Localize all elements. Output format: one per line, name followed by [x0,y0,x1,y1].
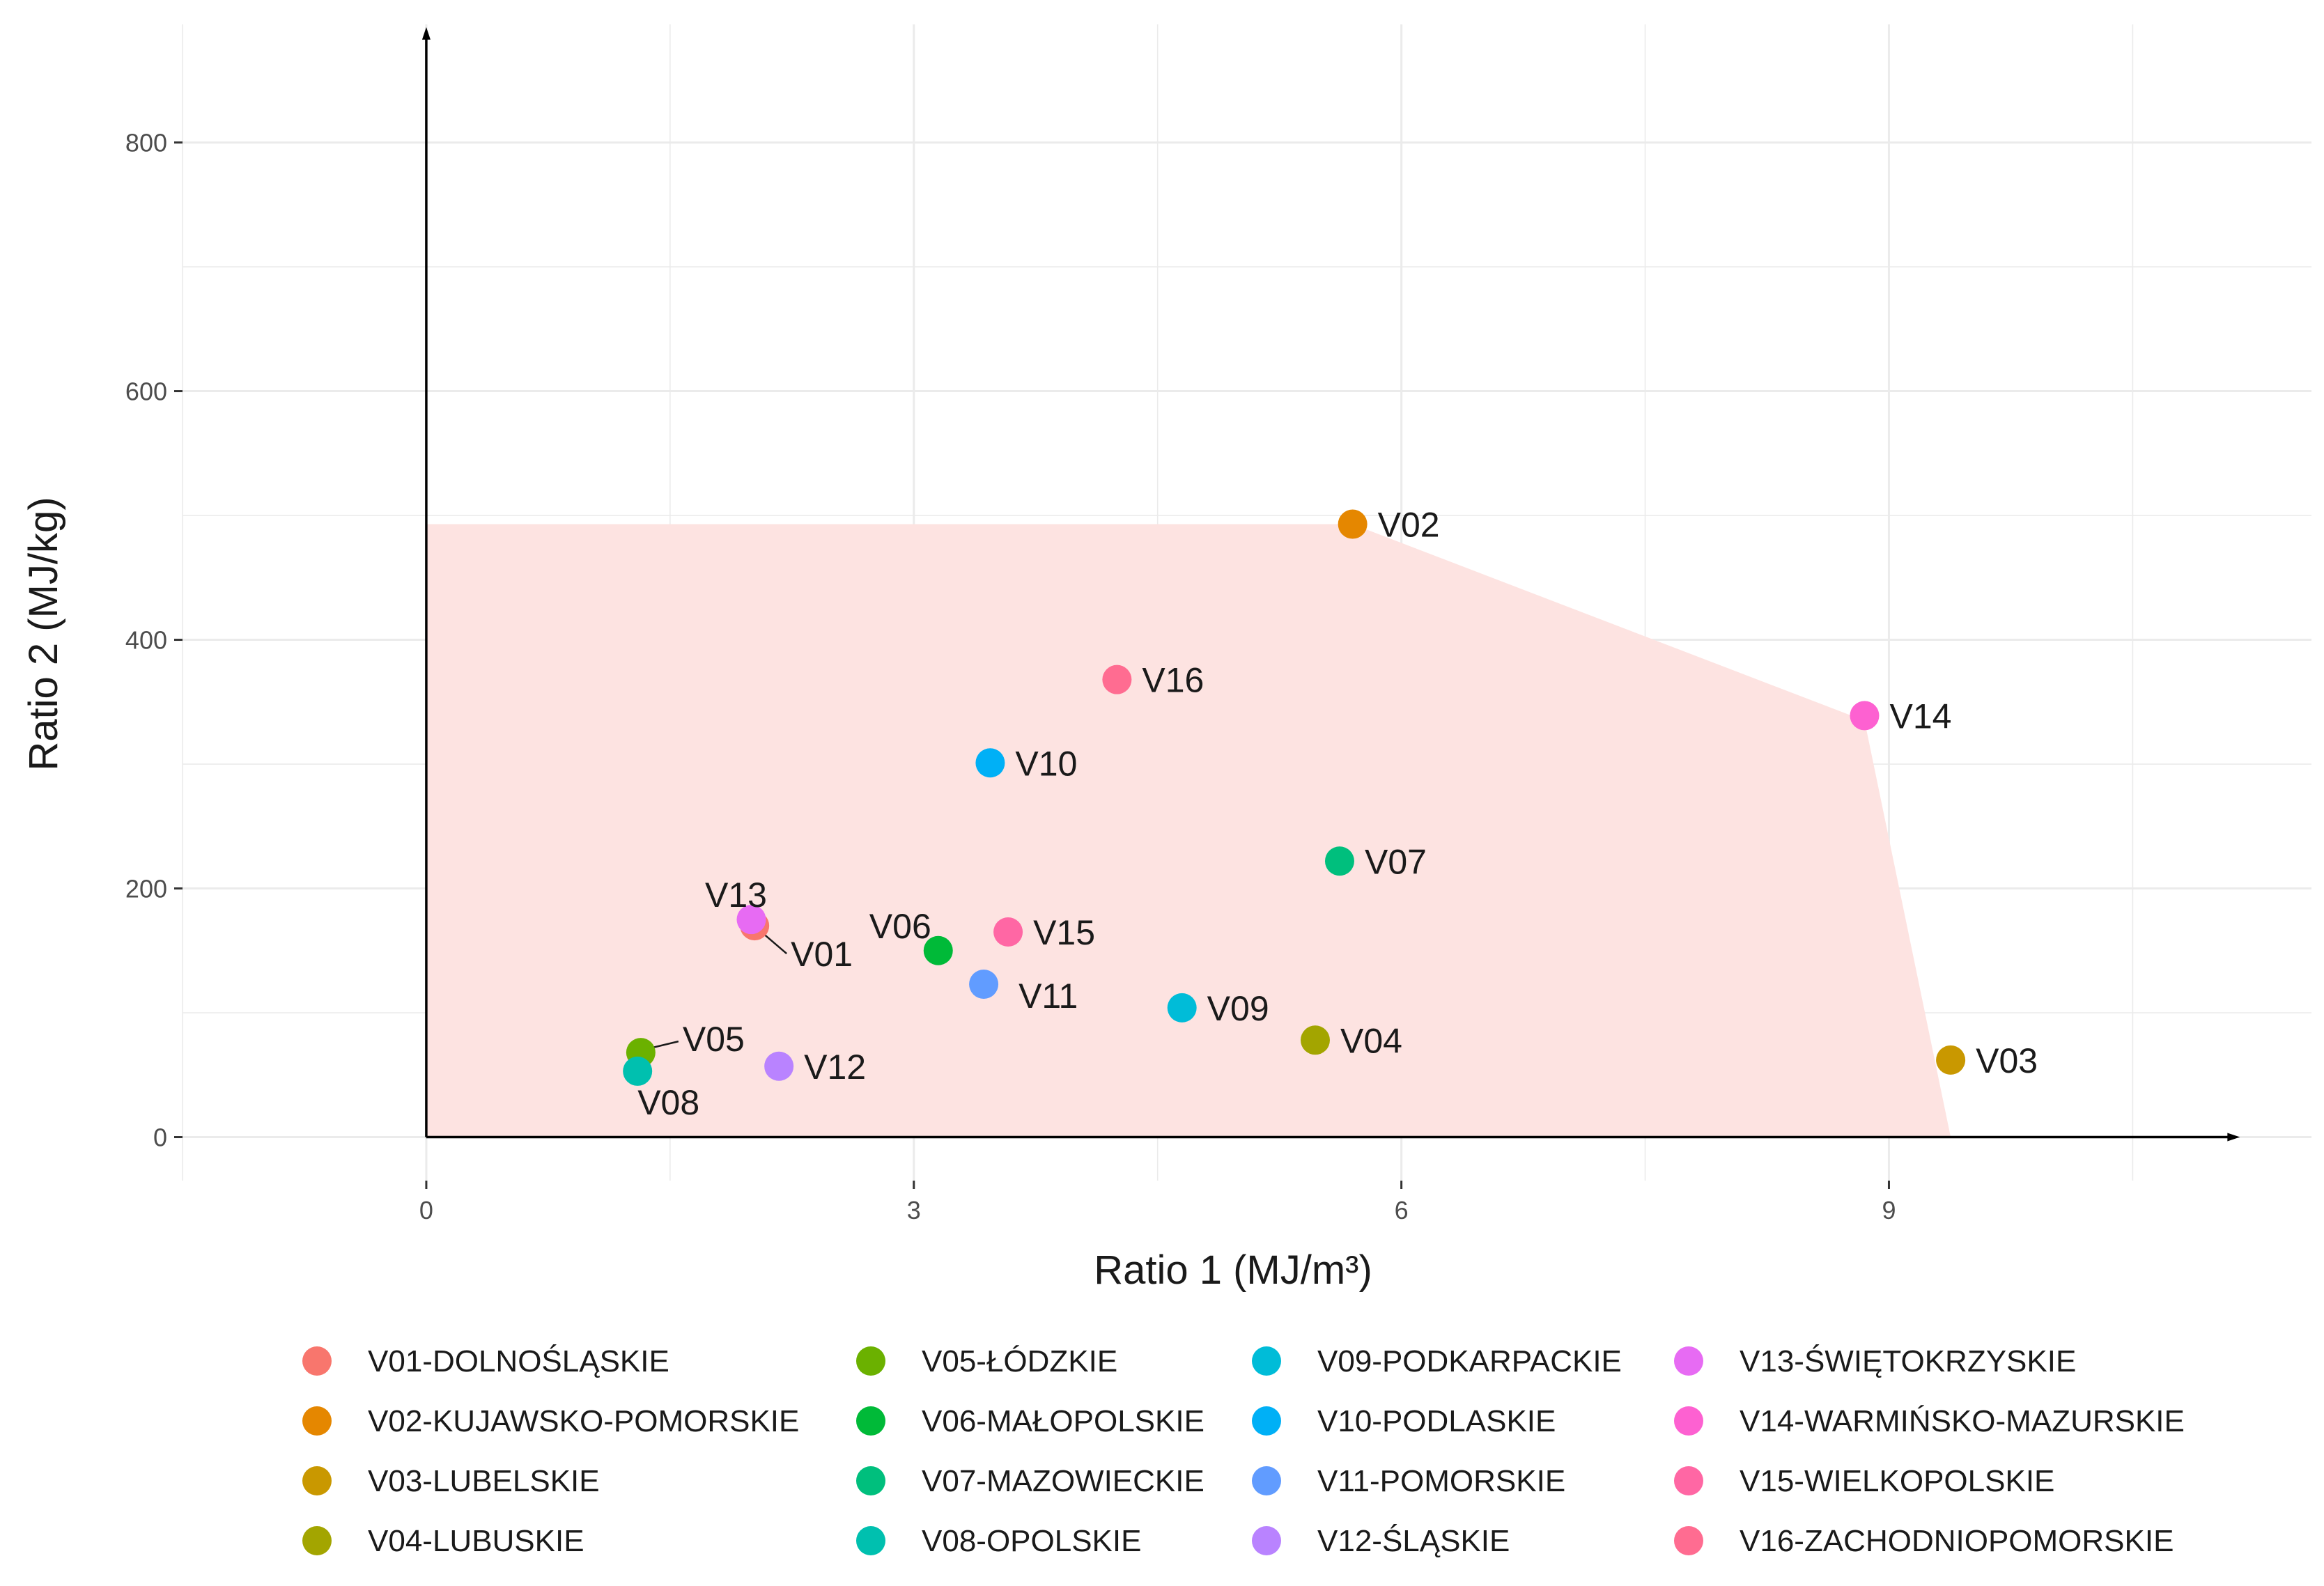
legend-label: V09-PODKARPACKIE [1317,1344,1622,1378]
point-label-v04: V04 [1340,1021,1402,1060]
point-v10 [975,748,1005,778]
legend-label: V05-ŁÓDZKIE [922,1344,1117,1378]
legend-swatch [856,1406,885,1436]
legend-swatch [302,1346,332,1376]
point-label-v02: V02 [1378,506,1440,545]
legend-label: V07-MAZOWIECKIE [922,1464,1204,1498]
point-label-v16: V16 [1142,661,1204,700]
legend-label: V13-ŚWIĘTOKRZYSKIE [1740,1343,2076,1378]
x-tick-label: 9 [1882,1196,1896,1225]
point-label-v08: V08 [637,1083,699,1122]
legend-label: V15-WIELKOPOLSKIE [1740,1464,2054,1498]
legend-item: V11-POMORSKIE [1252,1464,1565,1498]
legend-item: V08-OPOLSKIE [856,1524,1141,1558]
point-v14 [1850,701,1880,731]
point-v16 [1102,664,1132,694]
point-label-v13: V13 [705,876,767,915]
legend-item: V13-ŚWIĘTOKRZYSKIE [1674,1343,2076,1378]
legend-swatch [856,1526,885,1555]
point-label-v11: V11 [1018,977,1078,1016]
legend-swatch [1252,1406,1281,1436]
x-axis-title: Ratio 1 (MJ/m³) [1094,1247,1372,1293]
point-label-v09: V09 [1207,989,1269,1028]
legend-label: V16-ZACHODNIOPOMORSKIE [1740,1524,2174,1558]
legend-label: V11-POMORSKIE [1317,1464,1565,1498]
point-label-v10: V10 [1015,744,1077,783]
point-v09 [1167,993,1197,1023]
legend-item: V06-MAŁOPOLSKIE [856,1404,1204,1438]
legend-label: V04-LUBUSKIE [368,1524,584,1558]
legend-label: V03-LUBELSKIE [368,1464,600,1498]
legend-swatch [1674,1466,1703,1495]
legend-item: V03-LUBELSKIE [302,1464,600,1498]
y-tick-label: 600 [125,378,167,406]
legend-swatch [1252,1346,1281,1376]
point-label-v12: V12 [804,1048,866,1087]
y-axis-title: Ratio 2 (MJ/kg) [21,497,66,770]
axes [421,26,2240,1142]
point-label-v01: V01 [791,935,853,974]
point-v08 [623,1056,653,1086]
y-tick-label: 200 [125,875,167,903]
legend-item: V10-PODLASKIE [1252,1404,1556,1438]
legend-item: V01-DOLNOŚLĄSKIE [302,1343,669,1378]
legend-item: V15-WIELKOPOLSKIE [1674,1464,2054,1498]
legend-swatch [856,1466,885,1495]
x-axis-arrow [2227,1133,2240,1142]
legend-label: V08-OPOLSKIE [922,1524,1141,1558]
legend-label: V10-PODLASKIE [1317,1404,1556,1438]
legend-swatch [1674,1406,1703,1436]
y-axis-arrow [421,26,431,40]
legend-swatch [1674,1526,1703,1555]
x-tick-label: 0 [419,1196,433,1225]
legend-swatch [1252,1526,1281,1555]
point-labels: V01 V02 V03 V04 V05 V06 V07 V08 V09 V10 V11 V12 V13 V… [637,506,2038,1122]
legend-label: V12-ŚLĄSKIE [1317,1523,1510,1558]
tick-labels: 0 200 400 600 800 0 3 6 9 [125,129,1896,1225]
legend-item: V12-ŚLĄSKIE [1252,1523,1510,1558]
y-tick-label: 0 [153,1124,167,1152]
point-v02 [1338,509,1368,539]
legend-swatch [856,1346,885,1376]
point-label-v15: V15 [1033,913,1095,952]
legend-item: V14-WARMIŃSKO-MAZURSKIE [1674,1404,2185,1438]
legend-swatch [1252,1466,1281,1495]
point-label-v07: V07 [1365,842,1427,881]
point-label-v03: V03 [1976,1041,2038,1080]
hull-region [426,524,1951,1137]
point-v15 [993,917,1023,947]
point-label-v14: V14 [1889,697,1951,736]
point-v12 [764,1051,794,1081]
legend: V01-DOLNOŚLĄSKIE V02-KUJAWSKO-POMORSKIE V0… [302,1343,2185,1558]
legend-label: V02-KUJAWSKO-POMORSKIE [368,1404,799,1438]
legend-label: V14-WARMIŃSKO-MAZURSKIE [1740,1404,2185,1438]
legend-item: V09-PODKARPACKIE [1252,1344,1622,1378]
legend-item: V05-ŁÓDZKIE [856,1344,1117,1378]
legend-label: V06-MAŁOPOLSKIE [922,1404,1204,1438]
legend-item: V02-KUJAWSKO-POMORSKIE [302,1404,799,1438]
legend-item: V07-MAZOWIECKIE [856,1464,1204,1498]
y-tick-label: 400 [125,626,167,655]
hull-polygon [426,524,1951,1137]
data-points [623,509,1966,1086]
legend-swatch [302,1466,332,1495]
point-v13 [736,905,766,935]
legend-item: V16-ZACHODNIOPOMORSKIE [1674,1524,2174,1558]
legend-swatch [1674,1346,1703,1376]
x-tick-label: 6 [1395,1196,1409,1225]
point-v04 [1300,1025,1330,1055]
point-v07 [1324,846,1354,876]
legend-item: V04-LUBUSKIE [302,1524,584,1558]
legend-label: V01-DOLNOŚLĄSKIE [368,1343,669,1378]
y-tick-label: 800 [125,129,167,157]
legend-swatch [302,1406,332,1436]
x-tick-label: 3 [907,1196,921,1225]
point-v03 [1936,1045,1966,1075]
legend-swatch [302,1526,332,1555]
point-v11 [969,969,999,999]
point-v06 [923,935,953,965]
point-label-v05: V05 [683,1020,745,1059]
point-label-v06: V06 [869,907,931,946]
